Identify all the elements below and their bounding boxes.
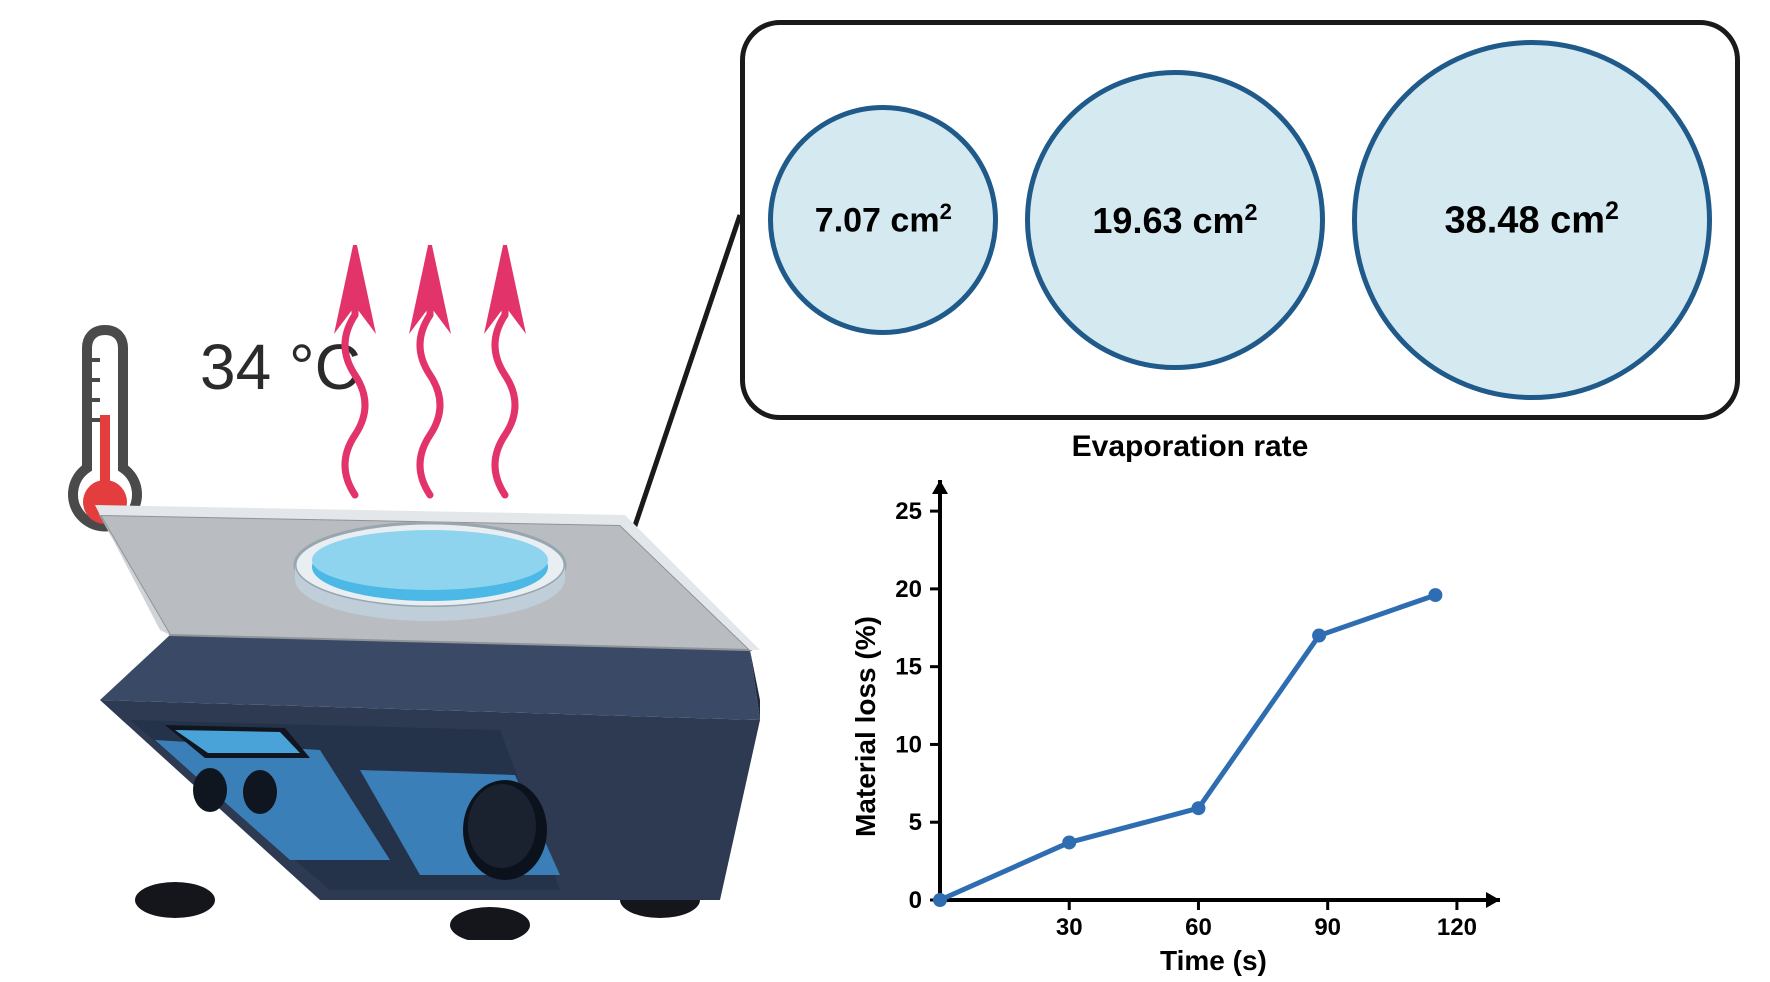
dish-size-small: 7.07 cm2 — [768, 105, 998, 335]
svg-text:20: 20 — [895, 576, 922, 603]
dish-size-large-label: 38.48 cm2 — [1444, 198, 1618, 243]
figure-stage: 34 °C — [0, 0, 1770, 982]
svg-text:15: 15 — [895, 654, 922, 681]
dish-size-large: 38.48 cm2 — [1352, 40, 1712, 400]
dish-size-mid: 19.63 cm2 — [1025, 70, 1325, 370]
dish-size-mid-label: 19.63 cm2 — [1092, 199, 1257, 242]
dish-size-callout: 7.07 cm2 19.63 cm2 38.48 cm2 — [740, 20, 1740, 420]
svg-text:90: 90 — [1314, 914, 1341, 941]
small-knob-1 — [193, 768, 227, 812]
svg-text:25: 25 — [895, 498, 922, 525]
svg-text:10: 10 — [895, 731, 922, 758]
svg-text:0: 0 — [909, 887, 922, 914]
svg-text:30: 30 — [1056, 914, 1083, 941]
hotplate-stirrer — [60, 470, 780, 940]
svg-text:60: 60 — [1185, 914, 1212, 941]
dish-size-small-label: 7.07 cm2 — [815, 199, 952, 240]
petri-dish — [295, 523, 565, 621]
evaporation-rate-chart: Evaporation rate Material loss (%) Time … — [830, 430, 1550, 970]
svg-text:120: 120 — [1437, 914, 1477, 941]
small-knob-2 — [243, 770, 277, 814]
chart-plot: 0 5 10 15 20 25 30 60 90 120 — [830, 430, 1550, 970]
svg-text:5: 5 — [909, 809, 922, 836]
